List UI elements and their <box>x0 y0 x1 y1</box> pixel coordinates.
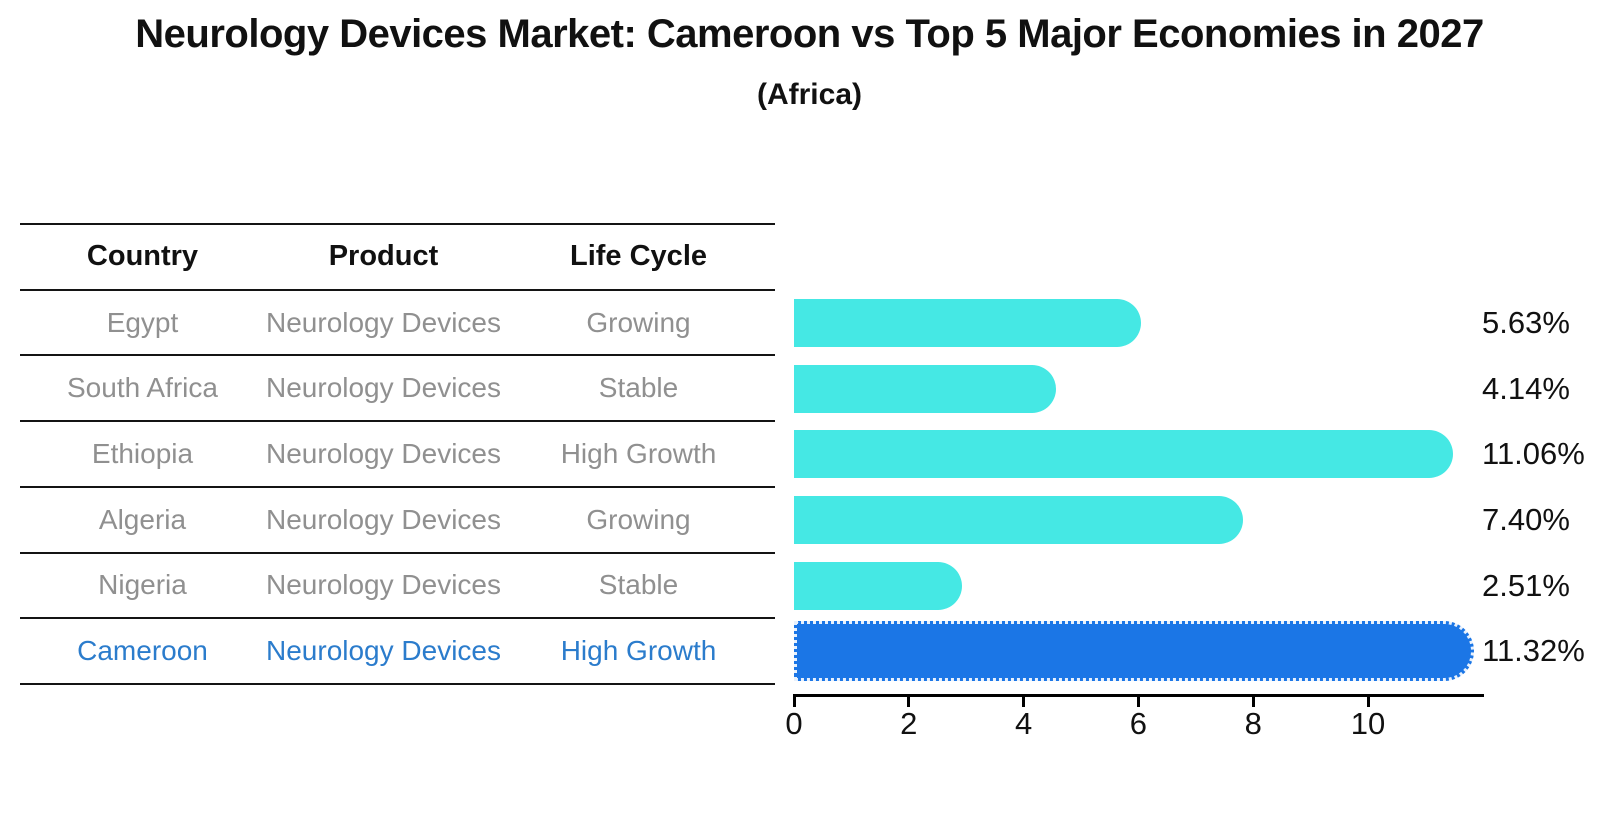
cell-life-cycle: High Growth <box>560 437 717 469</box>
cell-country: South Africa <box>67 372 218 404</box>
x-axis-tick <box>1022 697 1026 707</box>
cell-life-cycle: High Growth <box>560 635 717 667</box>
bar-south-africa <box>794 364 1056 413</box>
x-axis-tick-label: 6 <box>1129 706 1148 741</box>
value-label: 5.63% <box>1482 304 1570 340</box>
cell-life-cycle: Stable <box>598 569 679 601</box>
cell-product: Neurology Devices <box>266 569 501 601</box>
table-header-row: Country Product Life Cycle <box>20 225 775 291</box>
table-row: Ethiopia Neurology Devices High Growth <box>20 422 775 488</box>
value-label: 4.14% <box>1482 370 1570 406</box>
bar-ethiopia <box>794 430 1453 479</box>
cell-product: Neurology Devices <box>266 503 501 535</box>
page-title: Neurology Devices Market: Cameroon vs To… <box>135 12 1484 56</box>
cell-product: Neurology Devices <box>266 437 501 469</box>
value-label: 11.06% <box>1482 436 1585 472</box>
country-table: Country Product Life Cycle Egypt Neurology D… <box>20 223 775 685</box>
bar-egypt <box>794 298 1141 347</box>
x-axis-tick-label: 10 <box>1350 706 1386 741</box>
column-header-country: Country <box>86 240 199 273</box>
cell-product: Neurology Devices <box>266 372 501 404</box>
x-axis-line <box>793 694 1484 697</box>
page-subtitle: (Africa) <box>756 78 862 111</box>
table-row: Nigeria Neurology Devices Stable <box>20 554 775 620</box>
cell-life-cycle: Stable <box>598 372 679 404</box>
value-label: 7.40% <box>1482 501 1570 537</box>
cell-country: Egypt <box>106 306 179 338</box>
x-axis-tick-label: 8 <box>1244 706 1262 741</box>
x-axis-tick-label: 4 <box>1014 706 1033 741</box>
table-row: Egypt Neurology Devices Growing <box>20 291 775 357</box>
table-row: Cameroon Neurology Devices High Growth <box>20 619 775 685</box>
cell-product: Neurology Devices <box>266 306 501 338</box>
cell-country: Nigeria <box>98 569 187 601</box>
x-axis-tick <box>1251 697 1255 707</box>
cell-country: Algeria <box>98 503 187 535</box>
value-label: 11.32% <box>1482 633 1585 669</box>
cell-country: Ethiopia <box>91 437 194 469</box>
x-axis-tick <box>907 697 911 707</box>
x-axis-tick-label: 2 <box>900 706 918 741</box>
x-axis-tick <box>792 697 796 707</box>
column-header-product: Product <box>328 240 439 273</box>
cell-life-cycle: Growing <box>586 306 691 338</box>
table-row: South Africa Neurology Devices Stable <box>20 356 775 423</box>
cell-product: Neurology Devices <box>266 635 501 667</box>
x-axis-tick <box>1366 697 1370 707</box>
table-row: Algeria Neurology Devices Growing <box>20 488 775 554</box>
bar-cameroon <box>794 621 1474 682</box>
bar-algeria <box>794 495 1243 544</box>
cell-life-cycle: Growing <box>586 503 691 535</box>
x-axis-tick <box>1136 697 1140 707</box>
x-axis-tick-label: 0 <box>785 706 803 741</box>
bar-nigeria <box>794 561 962 610</box>
column-header-life-cycle: Life Cycle <box>570 240 707 273</box>
cell-country: Cameroon <box>77 635 208 667</box>
value-label: 2.51% <box>1482 567 1570 603</box>
